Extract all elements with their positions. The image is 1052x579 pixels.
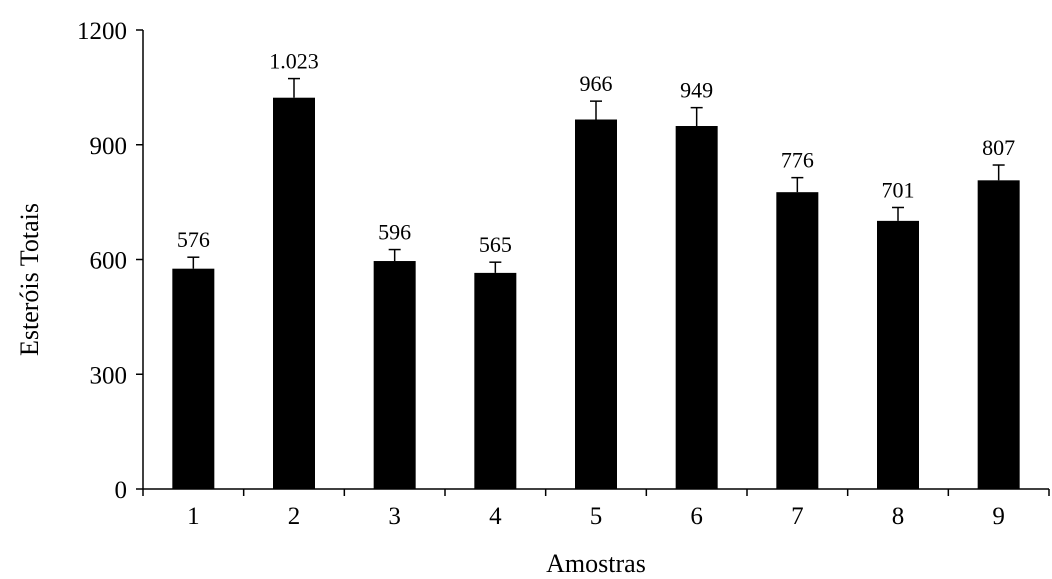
bars-layer [172, 97, 1020, 489]
data-label: 776 [781, 148, 814, 173]
x-tick-label: 3 [388, 503, 401, 530]
y-tick-label: 300 [90, 362, 128, 389]
data-label: 701 [882, 177, 915, 202]
y-tick-label: 1200 [77, 18, 127, 45]
x-tick-label: 7 [791, 503, 804, 530]
data-label: 966 [580, 71, 613, 96]
error-bars-layer [187, 77, 1005, 273]
data-label: 596 [378, 220, 411, 245]
bar [273, 97, 315, 489]
bar [877, 220, 919, 489]
ticks-layer: 0 300 600 900 1200 1 2 3 4 5 6 7 8 9 [77, 18, 1050, 530]
data-label: 565 [479, 232, 512, 257]
data-label: 807 [982, 135, 1015, 160]
bar [675, 126, 718, 489]
x-tick-label: 8 [892, 503, 905, 530]
y-tick-label: 900 [90, 133, 128, 160]
data-label: 949 [680, 78, 713, 103]
data-labels-layer: 576 1.023 596 565 966 949 776 701 807 [177, 49, 1015, 258]
bar [474, 272, 517, 489]
x-tick-label: 2 [288, 503, 301, 530]
bar [575, 119, 617, 489]
bar [172, 268, 215, 489]
data-label: 576 [177, 227, 210, 252]
y-tick-label: 600 [90, 248, 128, 275]
data-label: 1.023 [269, 49, 319, 74]
x-tick-label: 4 [489, 503, 502, 530]
x-tick-label: 9 [992, 503, 1005, 530]
x-tick-label: 5 [590, 503, 603, 530]
bar [373, 261, 416, 489]
x-tick-label: 1 [187, 503, 200, 530]
y-tick-label: 0 [115, 477, 128, 504]
bar [977, 180, 1020, 489]
y-axis-title: Esteróis Totais [15, 203, 44, 356]
x-tick-label: 6 [690, 503, 703, 530]
x-axis-title: Amostras [546, 549, 646, 578]
bar [776, 192, 819, 489]
